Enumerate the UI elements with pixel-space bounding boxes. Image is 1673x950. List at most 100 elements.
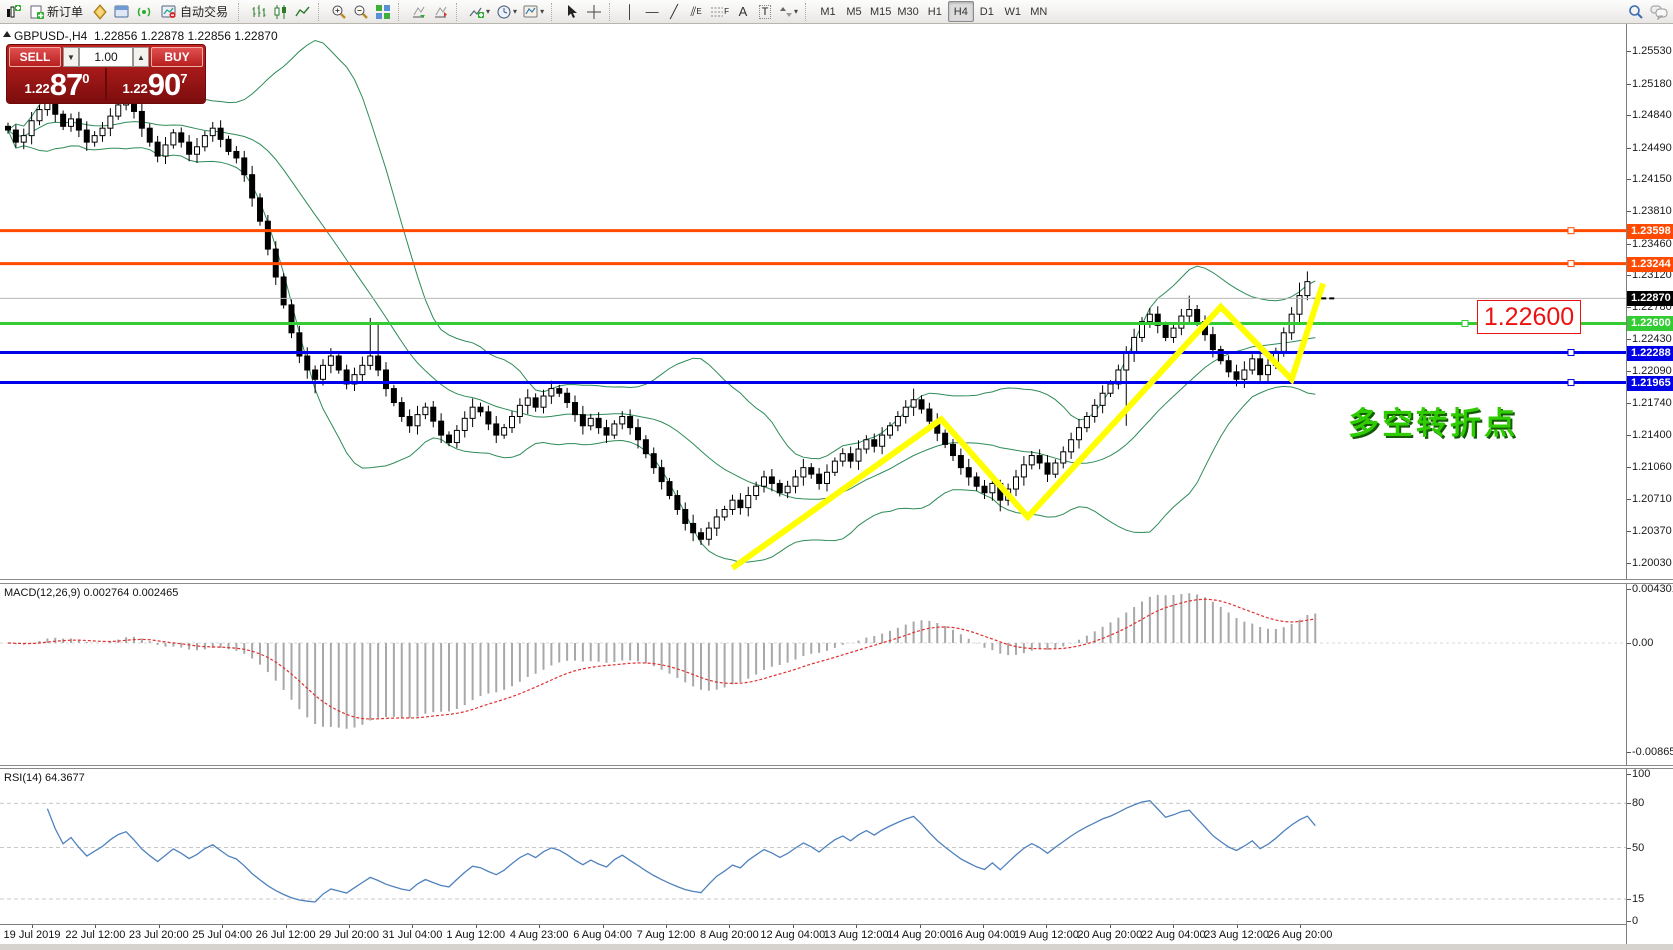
line-end-marker[interactable] <box>1567 379 1575 387</box>
chart-shift-button[interactable] <box>430 1 452 22</box>
chat-button[interactable] <box>1647 1 1671 22</box>
zoom-out-button[interactable] <box>350 1 372 22</box>
buy-price[interactable]: 1.22 90 7 <box>107 67 203 101</box>
rsi-pane[interactable]: RSI(14) 64.3677 <box>0 769 1626 924</box>
autotrading-button[interactable]: 自动交易 <box>155 1 234 22</box>
horizontal-line-tool-button[interactable]: — <box>645 4 659 19</box>
turning-point-note[interactable]: 多空转折点 <box>1348 406 1518 441</box>
time-axis[interactable]: 19 Jul 2019 22 Jul 12:00 23 Jul 20:00 25 Ju… <box>0 924 1626 944</box>
time-tick <box>792 925 794 928</box>
price-callout-box[interactable]: 1.22600 <box>1477 300 1581 334</box>
candle-body <box>784 485 791 494</box>
terminal-panel-button[interactable] <box>111 1 133 22</box>
auto-scroll-button[interactable] <box>408 1 430 22</box>
sell-price-big: 87 <box>49 67 83 102</box>
macd-canvas[interactable] <box>0 584 1626 765</box>
volume-decrease-button[interactable]: ▼ <box>63 47 79 67</box>
channel-letter: E <box>696 7 702 16</box>
candle-body <box>233 150 240 159</box>
rsi-line <box>46 800 1316 903</box>
toolbar-separator <box>318 2 325 21</box>
macd-signal-value: 0.002465 <box>132 587 179 599</box>
timeframe-m1-button[interactable]: M1 <box>820 5 836 18</box>
main-chart-pane[interactable]: GBPUSD-,H4 1.22856 1.22878 1.22856 1.228… <box>0 24 1626 579</box>
macd-pane[interactable]: MACD(12,26,9) 0.002764 0.002465 <box>0 584 1626 765</box>
trendline-tool-button[interactable]: ╱ <box>670 3 678 19</box>
price-axis[interactable]: 1.25530 1.25180 1.24840 1.24490 1.24150 1.238… <box>1626 24 1673 944</box>
timeframe-w1-button[interactable]: W1 <box>1004 5 1022 18</box>
time-label: 7 Aug 12:00 <box>636 929 696 941</box>
chevron-down-icon: ▾ <box>793 7 798 16</box>
timeframe-m15-button[interactable]: M15 <box>869 5 892 18</box>
macd-label: MACD(12,26,9) 0.002764 0.002465 <box>4 587 179 599</box>
volume-increase-button[interactable]: ▲ <box>133 47 149 67</box>
fibonacci-tool-button[interactable]: F <box>707 1 732 22</box>
macd-tick: 0.004301 <box>1627 582 1673 596</box>
candle-body <box>406 415 413 427</box>
line-chart-button[interactable] <box>292 1 314 22</box>
price-tick: 1.20370 <box>1627 524 1673 538</box>
timeframe-h4-button[interactable]: H4 <box>947 1 974 22</box>
candlestick-chart-button[interactable] <box>270 1 292 22</box>
timeframe-d1-button[interactable]: D1 <box>979 5 994 18</box>
rsi-label: RSI(14) 64.3677 <box>4 772 85 784</box>
arrows-tool-button[interactable]: ▾ <box>776 1 801 22</box>
ohlc-high: 1.22878 <box>140 29 185 43</box>
timeframe-m5-button[interactable]: M5 <box>846 5 862 18</box>
volume-input[interactable]: 1.00 <box>79 47 133 67</box>
time-label: 16 Aug 04:00 <box>950 929 1016 941</box>
zoom-in-button[interactable] <box>328 1 350 22</box>
candle-body <box>414 414 421 427</box>
text-tool-button[interactable]: A <box>738 4 748 19</box>
pane-separator[interactable] <box>0 765 1673 769</box>
timeframe-h1-button[interactable]: H1 <box>927 5 942 18</box>
periods-button[interactable]: ▾ <box>493 1 520 22</box>
candle-body <box>572 402 578 416</box>
line-end-marker[interactable] <box>1567 349 1575 357</box>
candle-body <box>1060 451 1067 464</box>
buy-button[interactable]: BUY <box>151 47 203 67</box>
sell-price[interactable]: 1.22 87 0 <box>9 67 105 101</box>
time-label: 22 Aug 04:00 <box>1140 929 1206 941</box>
sell-button[interactable]: SELL <box>9 47 61 67</box>
bar-chart-button[interactable] <box>248 1 270 22</box>
candle-body <box>249 174 256 199</box>
zigzag-trendline[interactable] <box>730 282 1326 571</box>
line-end-marker[interactable] <box>1461 319 1469 327</box>
candle-body <box>1099 392 1106 406</box>
indicators-button[interactable]: ▾ <box>466 1 493 22</box>
candle-body <box>296 332 303 357</box>
text-label-tool-button[interactable]: T <box>754 1 776 22</box>
rsi-canvas[interactable] <box>0 769 1626 924</box>
templates-button[interactable]: ▾ <box>520 1 547 22</box>
equidistant-channel-tool-button[interactable]: ⫽ E <box>690 3 702 19</box>
candle-body <box>264 220 271 250</box>
timeframe-mn-button[interactable]: MN <box>1030 5 1048 18</box>
signals-button[interactable] <box>133 1 155 22</box>
candle-body <box>792 476 799 487</box>
line-end-marker[interactable] <box>1567 260 1575 268</box>
collapse-panel-arrow-icon[interactable] <box>3 31 11 37</box>
new-order-button[interactable]: 新订单 <box>24 1 89 22</box>
candle-body <box>194 146 200 155</box>
search-button[interactable] <box>1625 1 1647 22</box>
candle-body <box>532 397 539 408</box>
crosshair-tool-button[interactable] <box>583 1 605 22</box>
candle-body <box>304 355 311 371</box>
metaeditor-button[interactable] <box>89 1 111 22</box>
label-letter: T <box>758 4 772 19</box>
tile-windows-button[interactable] <box>372 1 394 22</box>
new-chart-button[interactable] <box>2 1 24 22</box>
candle-body <box>493 423 500 436</box>
cursor-tool-button[interactable] <box>561 1 583 22</box>
line-end-marker[interactable] <box>1567 227 1575 235</box>
vertical-line-tool-button[interactable]: │ <box>626 4 635 19</box>
time-tick <box>222 925 224 928</box>
candle-body <box>926 408 933 422</box>
pane-separator[interactable] <box>0 579 1673 584</box>
candle-body <box>52 102 59 115</box>
main-chart-canvas[interactable] <box>0 24 1626 579</box>
candle-body <box>20 135 27 143</box>
timeframe-m30-button[interactable]: M30 <box>897 5 919 18</box>
candle-body <box>288 304 295 334</box>
